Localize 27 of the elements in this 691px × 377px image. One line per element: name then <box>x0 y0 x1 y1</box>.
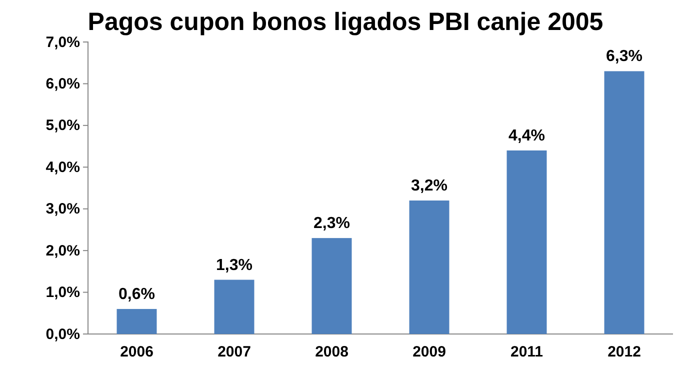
y-tick-label: 2,0% <box>46 242 80 260</box>
x-tick-label: 2012 <box>608 344 641 360</box>
x-tick-label: 2007 <box>218 344 251 360</box>
y-tick-label: 0,0% <box>46 326 80 343</box>
x-tick-label: 2009 <box>412 344 446 360</box>
bar <box>312 238 352 334</box>
bar <box>604 71 644 334</box>
data-label: 0,6% <box>118 286 155 303</box>
bar <box>214 280 254 334</box>
y-tick-label: 1,0% <box>46 284 80 302</box>
data-label: 1,3% <box>216 256 252 274</box>
x-tick-label: 2006 <box>120 344 154 360</box>
bar <box>409 200 450 334</box>
data-label: 4,4% <box>508 127 545 144</box>
data-label: 6,3% <box>606 48 642 66</box>
y-tick-label: 4,0% <box>46 158 80 176</box>
x-tick-label: 2011 <box>510 344 544 360</box>
y-tick-label: 7,0% <box>46 34 80 51</box>
y-tick-label: 5,0% <box>46 117 80 134</box>
y-tick-label: 3,0% <box>46 200 80 218</box>
chart-title: Pagos cupon bonos ligados PBI canje 2005 <box>88 8 604 36</box>
bar <box>506 150 547 334</box>
y-tick-label: 6,0% <box>46 76 80 93</box>
data-label: 3,2% <box>411 178 448 195</box>
data-label: 2,3% <box>314 215 350 232</box>
bar <box>116 308 157 334</box>
x-tick-label: 2008 <box>315 344 348 360</box>
